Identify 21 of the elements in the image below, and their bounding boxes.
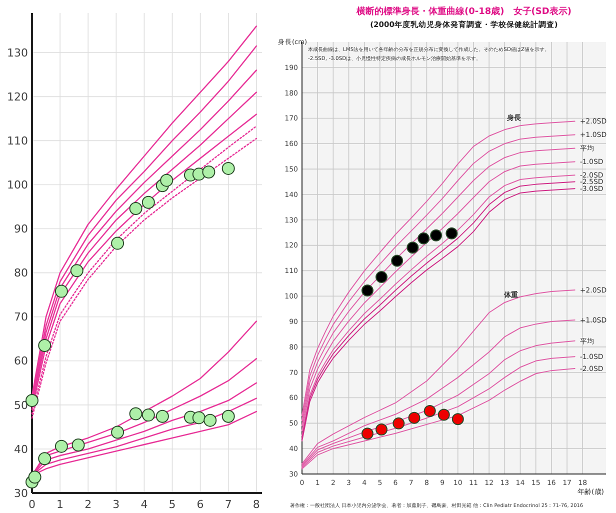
- x-tick-label: 7: [224, 498, 232, 511]
- y-tick-label: 130: [7, 46, 28, 60]
- x-tick-label: 3: [112, 498, 120, 511]
- x-tick-label: 0: [28, 498, 36, 511]
- x-tick-label: 4: [140, 498, 148, 511]
- y-tick-label: 50: [14, 398, 28, 412]
- y-tick-label: 40: [14, 442, 28, 456]
- x-tick-label: 5: [168, 498, 176, 511]
- y-tick-label: 110: [7, 134, 28, 148]
- y-tick-label: 80: [14, 266, 28, 280]
- y-tick-label: 120: [7, 90, 28, 104]
- x-tick-label: 2: [84, 498, 92, 511]
- x-tick-label: 8: [252, 498, 260, 511]
- y-tick-label: 70: [14, 310, 28, 324]
- y-tick-label: 30: [14, 486, 28, 500]
- x-tick-label: 6: [196, 498, 204, 511]
- chart-title: 横断的標準身長・体重曲線(0-18歳) 女子(SD表示): [356, 6, 572, 17]
- y-tick-label: 90: [14, 222, 28, 236]
- y-tick-label: 60: [14, 354, 28, 368]
- x-tick-label: 1: [56, 498, 64, 511]
- y-tick-label: 100: [7, 178, 28, 192]
